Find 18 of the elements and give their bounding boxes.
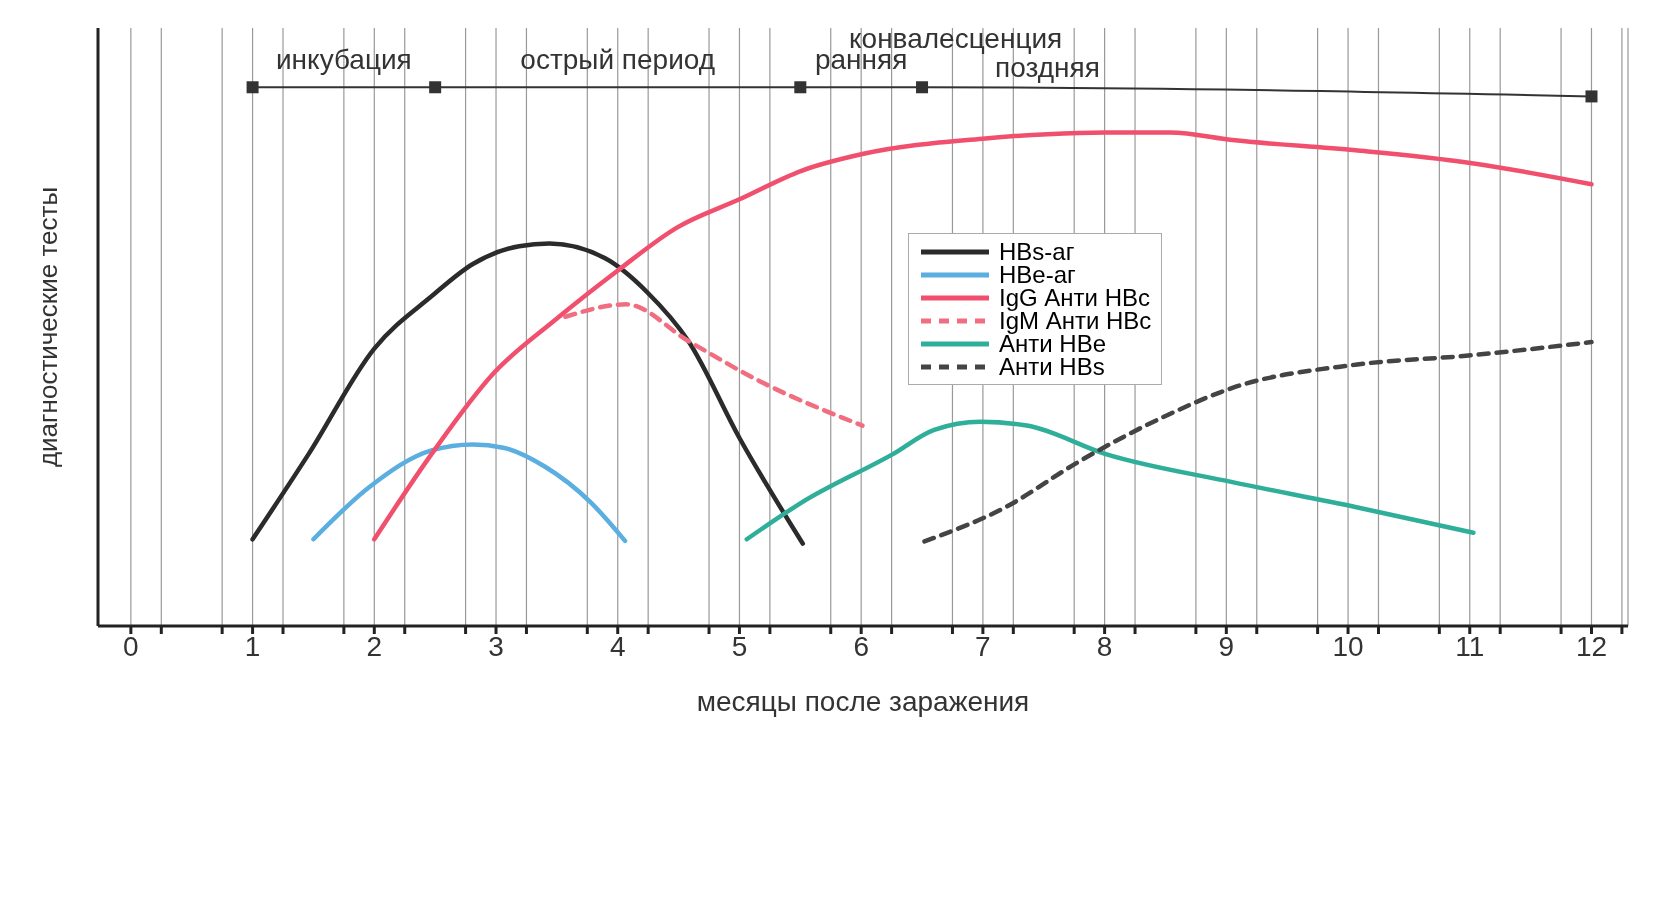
y-axis-title: диагностические тесты [33, 186, 64, 468]
x-tick-label: 10 [1332, 630, 1364, 662]
x-tick-label: 0 [123, 630, 139, 662]
x-tick-label: 1 [244, 630, 261, 662]
x-tick-label: 11 [1455, 630, 1485, 662]
x-tick-label: 2 [366, 630, 383, 662]
x-tick-label: 9 [1218, 630, 1235, 662]
x-tick-label: 12 [1575, 630, 1608, 662]
legend-label: Анти HBs [999, 353, 1105, 380]
x-axis-title: месяцы после заражения [696, 686, 1030, 717]
text: инкубация [275, 44, 412, 76]
x-tick-label: 4 [609, 630, 626, 662]
x-tick-label: 3 [488, 630, 504, 662]
text: острый период [520, 44, 716, 76]
x-tick-label: 7 [975, 630, 991, 662]
x-tick-label: 6 [853, 630, 869, 662]
x-tick-label: 5 [731, 630, 748, 662]
x-tick-label: 8 [1096, 630, 1113, 662]
